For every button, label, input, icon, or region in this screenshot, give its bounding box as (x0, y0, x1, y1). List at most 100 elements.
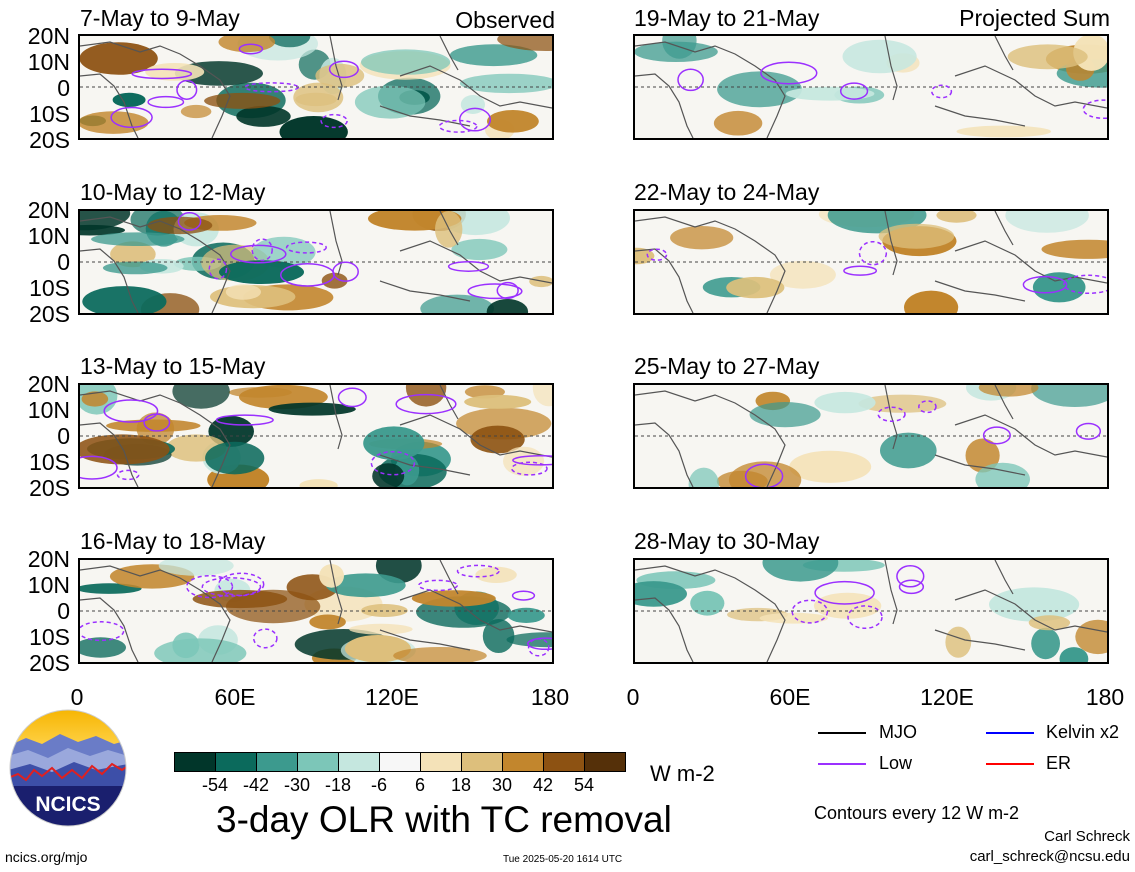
olr-anomaly-blob (789, 450, 872, 483)
colorbar-swatch (420, 752, 462, 772)
olr-anomaly-blob (978, 385, 1039, 397)
olr-anomaly-blob (880, 432, 937, 469)
olr-anomaly-blob (411, 590, 496, 607)
olr-anomaly-blob (172, 385, 230, 409)
low-contour (1082, 99, 1107, 120)
coastline (329, 560, 343, 625)
olr-anomaly-blob (878, 223, 955, 249)
coastline (399, 65, 552, 109)
lon-label: 60E (769, 684, 811, 710)
lat-label: 20N (27, 371, 70, 397)
coastline (884, 560, 898, 625)
colorbar-swatch (256, 752, 298, 772)
low-contour (215, 414, 274, 426)
olr-anomaly-blob (749, 402, 821, 428)
low-contour (511, 461, 548, 476)
low-legend-line (818, 763, 866, 765)
lat-label: 20S (29, 650, 70, 676)
olr-anomaly-blob (858, 394, 947, 413)
low-contour (217, 572, 265, 597)
coastline (635, 422, 694, 487)
olr-anomaly-blob (690, 590, 725, 616)
olr-anomaly-blob (158, 560, 234, 576)
olr-anomaly-blob (506, 632, 552, 648)
coastline (954, 589, 1107, 633)
coastline (635, 565, 786, 662)
olr-anomaly-blob (81, 391, 109, 407)
author-email[interactable]: carl_schreck@ncsu.edu (969, 848, 1130, 865)
lat-label: 20N (27, 23, 70, 49)
low-contour (677, 68, 704, 92)
lat-label: 20N (27, 197, 70, 223)
logo-text: NCICS (35, 793, 100, 816)
olr-anomaly-blob (936, 211, 977, 223)
panel-tag: Observed (455, 7, 555, 33)
low-contour (280, 263, 335, 287)
olr-anomaly-blob (361, 49, 451, 75)
lon-label: 180 (1085, 684, 1125, 710)
colorbar-units: W m-2 (650, 761, 715, 786)
olr-map (78, 558, 554, 664)
coastline (379, 105, 471, 127)
low-contour (458, 107, 492, 132)
low-contour (285, 241, 327, 254)
olr-anomaly-blob (904, 290, 959, 313)
olr-anomaly-blob (354, 85, 426, 119)
coastline (80, 41, 231, 138)
olr-anomaly-blob (635, 581, 687, 607)
olr-anomaly-blob (842, 39, 917, 74)
low-contour (467, 283, 523, 300)
colorbar-tick-label: 54 (573, 775, 595, 795)
site-link[interactable]: ncics.org/mjo (5, 849, 88, 865)
colorbar-swatch (379, 752, 421, 772)
panel-title: 22-May to 24-May (634, 179, 820, 205)
lat-label: 10N (27, 572, 70, 598)
lat-label: 10S (29, 624, 70, 650)
low-contour (252, 628, 278, 649)
coastline (379, 280, 471, 302)
colorbar-tick-label: -6 (370, 775, 387, 795)
olr-map (633, 383, 1109, 489)
olr-anomaly-blob (635, 247, 655, 265)
olr-anomaly-blob (956, 125, 1052, 138)
olr-anomaly-blob (451, 238, 508, 261)
coastline (934, 280, 1026, 302)
olr-anomaly-blob (769, 260, 836, 289)
olr-anomaly-blob (1075, 619, 1107, 655)
olr-anomaly-blob (989, 587, 1080, 622)
lon-label: 120E (920, 684, 974, 710)
olr-anomaly-blob (482, 619, 515, 653)
olr-anomaly-blob (319, 564, 344, 588)
low-contour (527, 637, 552, 651)
coastline (80, 248, 139, 313)
olr-anomaly-blob (405, 385, 447, 407)
low-contour (80, 455, 118, 480)
olr-anomaly-blob (814, 391, 876, 414)
olr-anomaly-blob (325, 573, 406, 598)
low-contour (230, 244, 287, 264)
olr-anomaly-blob (486, 299, 529, 313)
mjo-legend-line (818, 732, 866, 734)
olr-anomaly-blob (299, 479, 338, 487)
low-contour (320, 113, 348, 129)
low-contour (512, 454, 552, 466)
coastline (80, 216, 231, 313)
low-contour (238, 43, 264, 55)
olr-anomaly-blob (762, 560, 839, 582)
low-contour (395, 393, 457, 415)
colorbar-swatch (338, 752, 380, 772)
low-contour (438, 119, 478, 133)
er-legend-line (986, 763, 1034, 765)
coastline (329, 211, 343, 276)
low-contour (131, 68, 193, 80)
lon-label: 0 (626, 684, 640, 710)
low-contour (496, 281, 519, 300)
olr-anomaly-blob (475, 566, 517, 583)
olr-anomaly-blob (759, 612, 828, 624)
lat-label: 10S (29, 101, 70, 127)
coastline (439, 385, 459, 420)
colorbar-swatch (543, 752, 585, 772)
coastline (954, 414, 1107, 458)
olr-anomaly-blob (110, 241, 156, 268)
olr-anomaly-blob (102, 261, 168, 275)
